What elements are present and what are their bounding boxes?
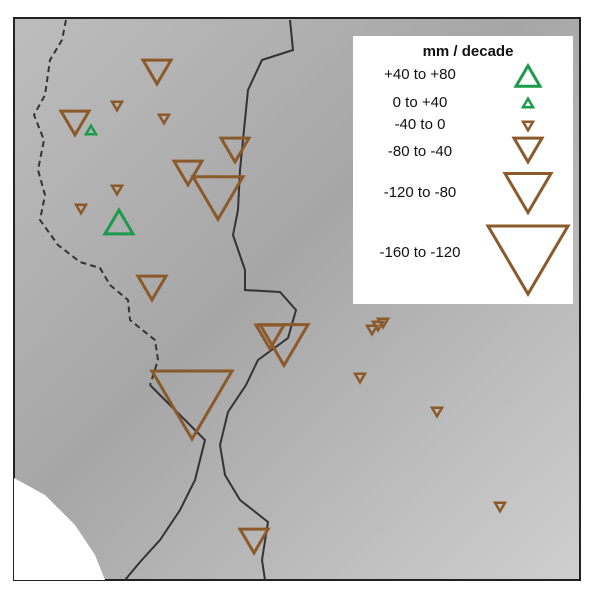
legend-entry: -80 to -40 (388, 143, 452, 160)
legend-entry: 0 to +40 (393, 94, 448, 111)
map: mm / decade +40 to +80 0 to +40 -40 to 0… (0, 0, 589, 584)
legend-entry: -40 to 0 (395, 116, 446, 133)
legend-entry: -160 to -120 (380, 244, 461, 261)
legend-entry: +40 to +80 (384, 66, 456, 83)
legend-entry: -120 to -80 (384, 184, 457, 201)
legend-title: mm / decade (423, 43, 514, 60)
